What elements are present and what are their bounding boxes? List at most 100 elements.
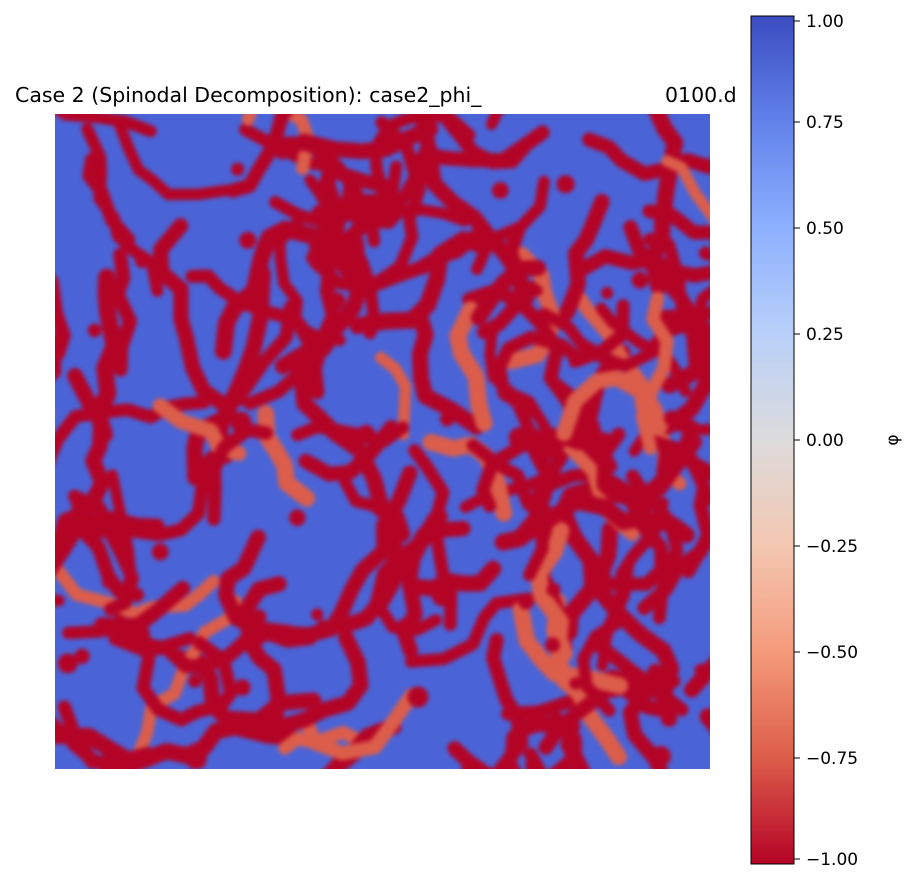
colorbar-tick-label: −0.25 bbox=[806, 537, 858, 557]
phase-droplet bbox=[289, 509, 306, 527]
phase-droplet bbox=[356, 424, 376, 444]
phase-domain bbox=[642, 204, 710, 240]
phase-domain bbox=[234, 629, 369, 739]
phase-domain bbox=[577, 497, 669, 717]
phase-droplet bbox=[491, 182, 509, 199]
phase-domain bbox=[470, 259, 547, 326]
colorbar-tick-label: −0.75 bbox=[806, 749, 858, 769]
phase-domain bbox=[55, 509, 165, 576]
phase-domain bbox=[606, 487, 684, 625]
phase-domain bbox=[538, 307, 619, 372]
heatmap-pattern bbox=[0, 114, 710, 769]
phase-domain bbox=[559, 193, 610, 321]
phase-droplet bbox=[190, 455, 207, 472]
phase-domain bbox=[113, 118, 234, 201]
colorbar-tick-label: 0.25 bbox=[806, 325, 844, 345]
chart-title-suffix: 0100.d bbox=[665, 83, 737, 107]
phase-domain bbox=[239, 576, 287, 731]
phase-domain bbox=[449, 301, 493, 432]
phase-domain bbox=[88, 268, 123, 443]
phase-droplet bbox=[508, 427, 531, 449]
phase-domain bbox=[241, 619, 330, 652]
phase-domain bbox=[594, 521, 680, 727]
phase-domain bbox=[476, 426, 586, 513]
colorbar-label: φ bbox=[883, 434, 903, 445]
phase-domain bbox=[523, 747, 547, 769]
phase-droplet bbox=[57, 653, 78, 674]
phase-domain bbox=[301, 688, 419, 761]
phase-droplet bbox=[230, 411, 252, 433]
phase-domain bbox=[94, 581, 191, 634]
phase-domain bbox=[524, 344, 631, 461]
phase-domain bbox=[207, 423, 274, 526]
phase-droplet bbox=[522, 280, 539, 297]
heatmap-field bbox=[0, 114, 710, 769]
colorbar-gradient bbox=[750, 15, 795, 865]
phase-domain bbox=[0, 524, 41, 566]
phase-domain bbox=[504, 730, 521, 769]
colorbar-tick-label: 0.50 bbox=[806, 219, 844, 239]
phase-domain bbox=[349, 230, 489, 335]
phase-droplet bbox=[545, 637, 561, 653]
colorbar: 1.00 0.75 0.50 0.25 0.00 −0.25 −0.50 −0.75 −1.00… bbox=[750, 12, 903, 870]
phase-domain bbox=[108, 609, 267, 675]
phase-droplet bbox=[229, 387, 248, 407]
phase-droplet bbox=[188, 674, 202, 688]
phase-droplet bbox=[151, 543, 169, 561]
phase-droplet bbox=[546, 582, 561, 597]
phase-domain bbox=[661, 155, 710, 223]
phase-droplet bbox=[525, 757, 542, 769]
phase-droplet bbox=[234, 679, 251, 696]
phase-droplet bbox=[631, 271, 649, 289]
phase-domain bbox=[411, 308, 485, 435]
phase-domain bbox=[404, 592, 536, 668]
phase-domain bbox=[447, 741, 494, 769]
phase-droplet bbox=[185, 748, 207, 769]
phase-domain bbox=[648, 309, 710, 435]
phase-domain bbox=[644, 114, 684, 296]
colorbar-tick-label: −0.50 bbox=[806, 643, 858, 663]
phase-droplet bbox=[407, 686, 429, 708]
phase-droplet bbox=[556, 175, 575, 194]
phase-droplet bbox=[643, 232, 657, 246]
phase-domain bbox=[55, 727, 156, 769]
phase-domain bbox=[461, 761, 478, 769]
phase-domain bbox=[274, 234, 367, 375]
phase-domain bbox=[55, 275, 71, 369]
phase-domain bbox=[0, 450, 44, 523]
phase-droplet bbox=[431, 585, 454, 607]
phase-domain bbox=[595, 302, 692, 398]
phase-domain bbox=[55, 594, 65, 607]
phase-droplet bbox=[328, 292, 346, 310]
phase-droplet bbox=[311, 608, 324, 621]
colorbar-ticks: 1.00 0.75 0.50 0.25 0.00 −0.25 −0.50 −0.75 −1.00 bbox=[794, 12, 858, 870]
phase-droplet bbox=[101, 574, 117, 589]
phase-droplet bbox=[569, 677, 582, 690]
phase-domain bbox=[298, 420, 399, 482]
phase-droplet bbox=[134, 253, 150, 269]
phase-domain bbox=[662, 238, 710, 389]
phase-domain bbox=[296, 120, 439, 160]
phase-domain bbox=[214, 300, 298, 464]
colorbar-tick-label: 0.00 bbox=[806, 431, 844, 451]
phase-droplet bbox=[231, 162, 245, 176]
phase-domain bbox=[74, 450, 218, 542]
phase-domain bbox=[307, 204, 341, 400]
phase-droplet bbox=[87, 323, 102, 338]
phase-domain bbox=[55, 114, 157, 138]
colorbar-tick-label: 1.00 bbox=[806, 12, 844, 32]
phase-droplet bbox=[275, 147, 288, 160]
phase-droplet bbox=[663, 410, 680, 426]
phase-domain bbox=[55, 395, 211, 462]
phase-domain bbox=[466, 439, 549, 582]
phase-domain bbox=[374, 508, 448, 608]
phase-droplet bbox=[416, 262, 429, 275]
phase-droplet bbox=[239, 231, 257, 249]
phase-domain bbox=[417, 125, 550, 168]
phase-domain bbox=[556, 370, 668, 442]
phase-domain bbox=[0, 365, 47, 412]
colorbar-tick-label: −1.00 bbox=[806, 850, 858, 870]
phase-droplet bbox=[74, 648, 90, 664]
phase-domain bbox=[67, 489, 140, 617]
